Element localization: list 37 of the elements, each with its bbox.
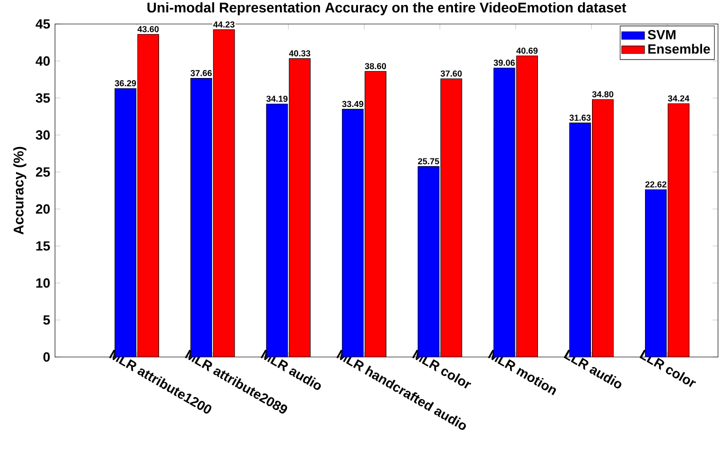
data-label: 40.69 <box>516 48 538 54</box>
data-label: 37.60 <box>440 70 462 77</box>
y-tick-label: 40 <box>36 56 50 66</box>
data-label: 38.60 <box>364 63 386 70</box>
bar <box>364 71 386 357</box>
data-label: 34.24 <box>668 95 690 102</box>
y-axis-title: Accuracy (%) <box>13 146 26 234</box>
legend-label: Ensemble <box>648 44 710 54</box>
y-tick-label: 30 <box>36 130 50 140</box>
bar <box>668 103 690 357</box>
y-tick-label: 0 <box>43 352 50 362</box>
data-label: 44.23 <box>213 21 234 28</box>
data-label: 34.19 <box>266 96 288 102</box>
data-label: 31.63 <box>569 114 591 121</box>
y-tick-label: 10 <box>36 278 50 288</box>
bar <box>137 34 160 357</box>
bar <box>440 78 462 357</box>
data-label: 43.60 <box>137 26 159 32</box>
bar <box>516 56 538 357</box>
data-label: 39.06 <box>494 60 515 66</box>
y-tick-label: 45 <box>36 19 50 29</box>
data-label: 22.62 <box>645 181 666 188</box>
bar <box>592 99 614 357</box>
y-tick-label: 35 <box>36 93 50 103</box>
data-label: 36.29 <box>114 80 136 86</box>
bar <box>288 58 311 357</box>
data-label: 33.49 <box>342 100 364 108</box>
y-tick-label: 5 <box>43 315 50 325</box>
y-tick-label: 25 <box>36 167 50 177</box>
data-label: 40.33 <box>289 50 310 56</box>
y-tick-label: 15 <box>36 241 50 251</box>
data-label: 34.80 <box>592 91 614 98</box>
data-label: 25.75 <box>418 158 440 164</box>
y-tick-label: 20 <box>36 204 50 214</box>
legend-label: SVM <box>648 30 676 40</box>
chart-title: Uni-modal Representation Accuracy on the entire VideoEmotion dataset <box>147 2 626 16</box>
data-label: 37.66 <box>190 70 212 76</box>
